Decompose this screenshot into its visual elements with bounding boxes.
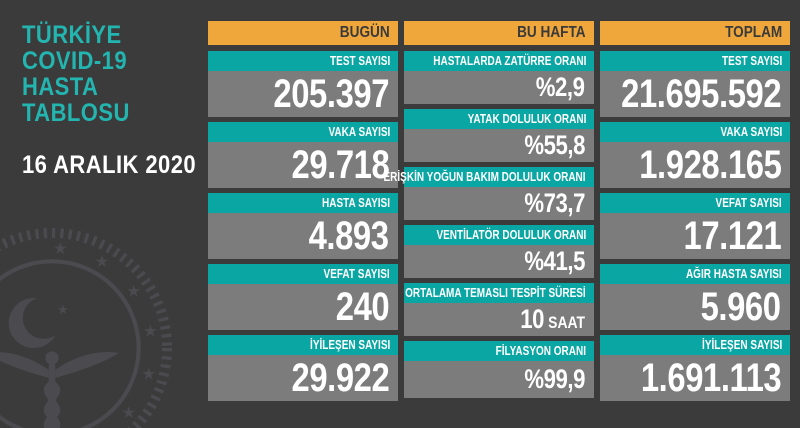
stat-today-vefat: VEFAT SAYISI 240	[208, 264, 398, 330]
svg-text:★: ★	[126, 281, 141, 300]
stat-week-yatak: YATAK DOLULUK ORANI %55,8	[404, 109, 594, 162]
report-date: 16 ARALIK 2020	[22, 151, 197, 179]
stat-week-yogun-bakim: ERİŞKİN YOĞUN BAKIM DOLULUK ORANI %73,7	[384, 167, 594, 220]
stat-value: %99,9	[404, 361, 594, 398]
stat-label: VAKA SAYISI	[600, 122, 790, 142]
emblem-crescent-star: ★	[8, 297, 69, 348]
column-week: BU HAFTA HASTALARDA ZATÜRRE ORANI %2,9 Y…	[384, 21, 594, 403]
stat-label: VAKA SAYISI	[208, 122, 398, 142]
stat-label: HASTA SAYISI	[208, 193, 398, 213]
stat-value: %41,5	[404, 245, 594, 278]
svg-text:★: ★	[95, 252, 110, 271]
page-title-line: TÜRKİYE	[22, 21, 122, 49]
svg-text:★: ★	[53, 239, 68, 258]
turkey-health-ministry-emblem-icon: ★ ★ ★ ★ ★ ★ ★ ★ ★ ★	[0, 228, 172, 428]
stat-label: AĞIR HASTA SAYISI	[600, 264, 790, 284]
column-today-header: BUGÜN	[208, 21, 398, 45]
emblem-star-ring: ★ ★ ★ ★ ★ ★ ★ ★ ★	[53, 239, 158, 422]
stat-unit: SAAT	[548, 313, 585, 332]
column-total-header: TOPLAM	[600, 21, 790, 45]
stat-label: ERİŞKİN YOĞUN BAKIM DOLULUK ORANI	[384, 167, 594, 187]
stat-label: İYİLEŞEN SAYISI	[600, 335, 790, 355]
stat-value: 29.922	[208, 355, 398, 401]
stat-today-hasta: HASTA SAYISI 4.893	[208, 193, 398, 259]
stat-value: 240	[208, 284, 398, 330]
stat-label: VEFAT SAYISI	[208, 264, 398, 284]
stat-label: ORTALAMA TEMASLI TESPİT SÜRESİ	[404, 283, 594, 303]
stat-value: 10 SAAT	[404, 303, 594, 336]
stat-value: %73,7	[404, 187, 594, 220]
stat-value: %2,9	[404, 71, 594, 104]
svg-text:★: ★	[121, 403, 136, 422]
stat-label: FİLYASYON ORANI	[404, 341, 594, 361]
stat-label: TEST SAYISI	[600, 51, 790, 71]
stat-label: VEFAT SAYISI	[600, 193, 790, 213]
svg-text:★: ★	[57, 303, 69, 318]
emblem-inner-ring	[0, 259, 141, 428]
stat-value: 29.718	[208, 142, 398, 188]
stat-total-vefat: VEFAT SAYISI 17.121	[600, 193, 790, 259]
stat-total-iyilesen: İYİLEŞEN SAYISI 1.691.113	[600, 335, 790, 401]
stat-value: 1.691.113	[600, 355, 790, 401]
stat-number: 10	[520, 304, 544, 334]
stat-week-temasli-sure: ORTALAMA TEMASLI TESPİT SÜRESİ 10 SAAT	[404, 283, 594, 336]
page-title-line: TABLOSU	[22, 99, 130, 127]
stat-value: %55,8	[404, 129, 594, 162]
page-title-line: HASTA	[22, 73, 99, 101]
stat-label: HASTALARDA ZATÜRRE ORANI	[404, 51, 594, 71]
svg-text:★: ★	[141, 365, 156, 384]
column-total: TOPLAM TEST SAYISI 21.695.592 VAKA SAYIS…	[600, 21, 790, 406]
stat-label: İYİLEŞEN SAYISI	[208, 335, 398, 355]
stat-label: YATAK DOLULUK ORANI	[404, 109, 594, 129]
stat-value: 4.893	[208, 213, 398, 259]
stat-today-test: TEST SAYISI 205.397	[208, 51, 398, 117]
stat-value: 205.397	[208, 71, 398, 117]
stat-value: 17.121	[600, 213, 790, 259]
stat-total-vaka: VAKA SAYISI 1.928.165	[600, 122, 790, 188]
stat-label: VENTİLATÖR DOLULUK ORANI	[404, 225, 594, 245]
stat-label: TEST SAYISI	[208, 51, 398, 71]
stat-total-agir-hasta: AĞIR HASTA SAYISI 5.960	[600, 264, 790, 330]
page-title: TÜRKİYE COVID-19 HASTA TABLOSU	[22, 22, 130, 126]
stat-value: 1.928.165	[600, 142, 790, 188]
emblem-rope-ring	[0, 228, 172, 428]
svg-text:★: ★	[143, 321, 158, 340]
emblem-caduceus	[0, 351, 119, 428]
stat-value: 5.960	[600, 284, 790, 330]
stat-total-test: TEST SAYISI 21.695.592	[600, 51, 790, 117]
stat-today-iyilesen: İYİLEŞEN SAYISI 29.922	[208, 335, 398, 401]
stat-today-vaka: VAKA SAYISI 29.718	[208, 122, 398, 188]
stat-week-zaturre: HASTALARDA ZATÜRRE ORANI %2,9	[404, 51, 594, 104]
column-today: BUGÜN TEST SAYISI 205.397 VAKA SAYISI 29…	[208, 21, 398, 406]
page-title-line: COVID-19	[22, 47, 127, 75]
stat-value: 21.695.592	[600, 71, 790, 117]
column-week-header: BU HAFTA	[404, 21, 594, 45]
stat-week-ventilator: VENTİLATÖR DOLULUK ORANI %41,5	[404, 225, 594, 278]
stat-week-filyasyon: FİLYASYON ORANI %99,9	[404, 341, 594, 398]
